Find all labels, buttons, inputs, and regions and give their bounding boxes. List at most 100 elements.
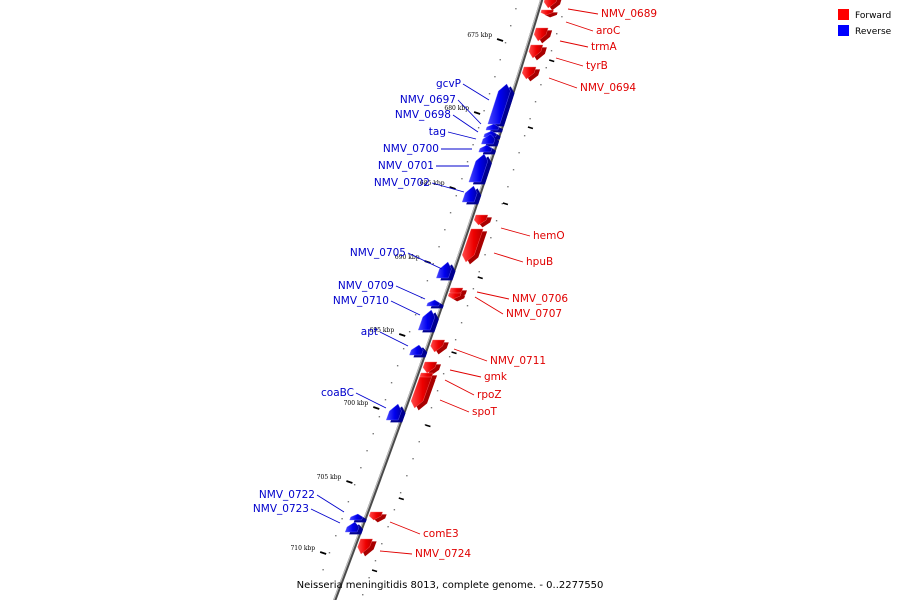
track-dot [466,161,469,163]
gene-label-hpub[interactable]: hpuB [526,256,553,268]
gene-feature-tyrb[interactable] [528,44,547,61]
gene-body [543,0,557,9]
gene-feature-nmv_0689[interactable] [543,0,562,11]
gene-feature-nmv_0724[interactable] [357,538,377,557]
gene-label-nmv_0700[interactable]: NMV_0700 [383,143,439,155]
gene-body [436,261,452,279]
legend-label-forward: Forward [855,11,891,21]
gene-leader-line [548,77,578,89]
gene-feature-tag[interactable] [481,133,500,147]
gene-leader-line [390,300,421,316]
gene-leader-line [555,57,584,67]
track-dot [483,110,485,112]
gene-leader-line [559,40,589,48]
track-dot [460,322,463,324]
gene-leader-line [476,291,510,300]
gene-leader-line [379,331,409,347]
gene-label-aroc[interactable]: aroC [596,25,620,37]
track-dot [540,84,542,86]
track-dot [378,416,381,418]
gene-label-nmv_0701[interactable]: NMV_0701 [378,160,434,172]
track-dot [366,450,368,452]
major-tick [372,406,380,410]
track-dot [412,458,414,460]
track-dot [432,263,434,265]
gene-label-nmv_0710[interactable]: NMV_0710 [333,295,389,307]
gene-label-nmv_0706[interactable]: NMV_0706 [512,293,568,305]
gene-feature-coabc[interactable] [385,403,406,423]
track-dot [347,501,350,503]
major-tick [473,111,481,115]
gene-label-tag[interactable]: tag [429,126,446,138]
gene-feature-nmv_0710[interactable] [418,309,439,333]
track-dot [534,101,537,103]
gene-label-gmk[interactable]: gmk [484,371,508,383]
gene-label-nmv_0702[interactable]: NMV_0702 [374,177,430,189]
track-dot [390,382,393,384]
gene-feature-nmv_0700[interactable] [478,144,496,155]
gene-feature-gmk[interactable] [422,361,441,376]
gene-feature-nmv_0697[interactable] [485,123,503,133]
gene-label-nmv_0694[interactable]: NMV_0694 [580,82,636,94]
track-dot [501,203,503,205]
gene-label-nmv_0698[interactable]: NMV_0698 [395,109,451,121]
gene-label-spot[interactable]: spoT [472,406,498,418]
gene-feature-aroc[interactable] [540,9,558,18]
track-dot [488,93,491,95]
track-dot [518,152,520,154]
track-dot [396,365,399,367]
gene-label-nmv_0707[interactable]: NMV_0707 [506,308,562,320]
track-dot [504,42,507,44]
gene-feature-nmv_0702[interactable] [461,185,482,205]
gene-feature-nmv_0701[interactable] [468,153,492,185]
gene-feature-spot[interactable] [410,376,436,411]
gene-label-coabc[interactable]: coaBC [321,387,354,399]
gene-feature-nmv_0723[interactable] [344,521,364,535]
gene-label-trma[interactable]: trmA [591,41,617,53]
gene-feature-nmv_0707[interactable] [447,292,466,302]
gene-feature-nmv_0722[interactable] [349,513,367,523]
gene-feature-nmv_0705[interactable] [436,261,456,281]
gene-feature-nmv_0694[interactable] [521,66,541,82]
track-dot [387,526,389,528]
gene-feature-nmv_0709[interactable] [426,299,444,309]
gene-leader-line [565,21,594,32]
gene-feature-trma[interactable] [533,27,553,44]
gene-leader-line [379,550,413,555]
track-dot [466,305,469,307]
gene-feature-hpub[interactable] [462,228,488,265]
gene-feature-nmv_0711[interactable] [430,339,449,355]
gene-body [540,9,554,16]
track-dot [402,348,405,350]
gene-label-nmv_0689[interactable]: NMV_0689 [601,8,657,20]
gene-feature-gcvp[interactable] [487,83,515,127]
gene-label-nmv_0722[interactable]: NMV_0722 [259,489,315,501]
gene-body [344,521,360,533]
gene-feature-come3[interactable] [368,511,387,523]
gene-body [430,339,446,353]
gene-label-apt[interactable]: apt [361,326,378,338]
gene-label-nmv_0705[interactable]: NMV_0705 [350,247,406,259]
gene-body [461,185,478,203]
gene-label-nmv_0723[interactable]: NMV_0723 [253,503,309,515]
track-dot [436,390,439,392]
gene-label-gcvp[interactable]: gcvP [436,78,461,90]
gene-label-come3[interactable]: comE3 [423,528,459,540]
gene-label-hemo[interactable]: hemO [533,230,565,242]
gene-body [410,376,432,409]
gene-label-tyrb[interactable]: tyrB [586,60,608,72]
gene-label-nmv_0724[interactable]: NMV_0724 [415,548,471,560]
gene-feature-apt[interactable] [409,344,428,358]
track-dot [461,178,463,180]
gene-label-nmv_0711[interactable]: NMV_0711 [490,355,546,367]
gene-body [418,309,436,331]
gene-label-nmv_0697[interactable]: NMV_0697 [400,94,456,106]
track-dot [550,50,553,52]
gene-label-rpoz[interactable]: rpoZ [477,389,502,401]
gene-label-nmv_0709[interactable]: NMV_0709 [338,280,394,292]
gene-feature-hemo[interactable] [473,214,492,228]
track-dot [484,254,486,256]
scale-tick-label: 675 kbp [467,32,492,39]
track-dot [545,67,547,69]
